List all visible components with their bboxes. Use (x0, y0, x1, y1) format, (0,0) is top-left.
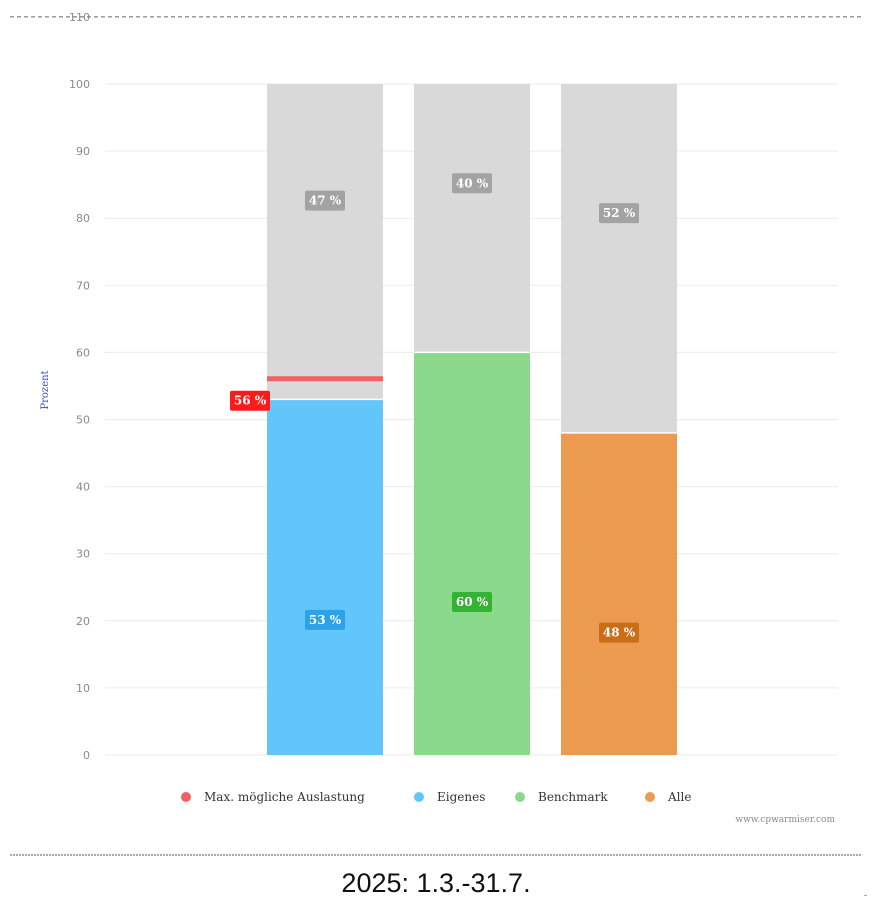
y-tick-label: 40 (76, 481, 90, 494)
legend-marker[interactable] (645, 792, 655, 802)
remaining-label-bg (305, 190, 345, 211)
legend-marker[interactable] (414, 792, 424, 802)
legend-item-label[interactable]: Benchmark (538, 790, 608, 804)
corner-mark: - (864, 891, 867, 901)
y-tick-label: 90 (76, 145, 90, 158)
filled-label-bg (599, 622, 639, 643)
y-tick-label: 60 (76, 346, 90, 359)
bar-eigenes-remaining[interactable] (267, 84, 383, 400)
marker-label: 56 % (234, 394, 267, 408)
remaining-label: 47 % (309, 194, 342, 208)
filled-label: 60 % (456, 595, 489, 609)
legend[interactable]: Max. mögliche Auslastung Eigenes Benchmark… (181, 790, 691, 804)
y-tick-label: 10 (76, 682, 90, 695)
filled-label-bg (305, 609, 345, 630)
y-tick-label: 50 (76, 414, 90, 427)
legend-item-label[interactable]: Max. mögliche Auslastung (204, 790, 365, 804)
bar-alle-filled[interactable] (561, 432, 677, 755)
remaining-label-bg (452, 173, 492, 194)
y-tick-label: 70 (76, 279, 90, 292)
legend-marker[interactable] (181, 792, 191, 802)
y-tick-label: 80 (76, 212, 90, 225)
bar-eigenes-filled[interactable] (267, 399, 383, 755)
filled-label-bg (452, 592, 492, 613)
filled-label: 48 % (603, 626, 636, 640)
legend-marker[interactable] (515, 792, 525, 802)
legend-item-label[interactable]: Alle (667, 790, 691, 804)
bar-alle-remaining[interactable] (561, 84, 677, 433)
y-tick-label: 20 (76, 615, 90, 628)
period-label: 2025: 1.3.-31.7. (341, 868, 531, 898)
bar-benchmark-filled[interactable] (414, 352, 530, 755)
y-tick-label: 30 (76, 548, 90, 561)
y-axis-ticks: 0 10 20 30 40 50 60 70 80 90 100 110 (69, 11, 90, 762)
bars (267, 84, 677, 755)
bar-eigenes-max-marker[interactable] (267, 376, 383, 382)
y-axis-label: Prozent (40, 370, 51, 409)
remaining-label: 40 % (456, 176, 489, 190)
segment-labels: 56 % 47 % 53 % 40 % 60 % 52 % 48 % (230, 173, 639, 643)
bar-benchmark-remaining[interactable] (414, 84, 530, 353)
remaining-label-bg (599, 203, 639, 224)
y-tick-label: 110 (69, 11, 90, 24)
y-tick-label: 100 (69, 78, 90, 91)
filled-label: 53 % (309, 613, 342, 627)
marker-label-bg (230, 390, 270, 411)
legend-item-label[interactable]: Eigenes (437, 790, 485, 804)
credit-text[interactable]: www.cpwarmiser.com (735, 815, 835, 825)
y-tick-label: 0 (83, 749, 90, 762)
remaining-label: 52 % (603, 206, 636, 220)
